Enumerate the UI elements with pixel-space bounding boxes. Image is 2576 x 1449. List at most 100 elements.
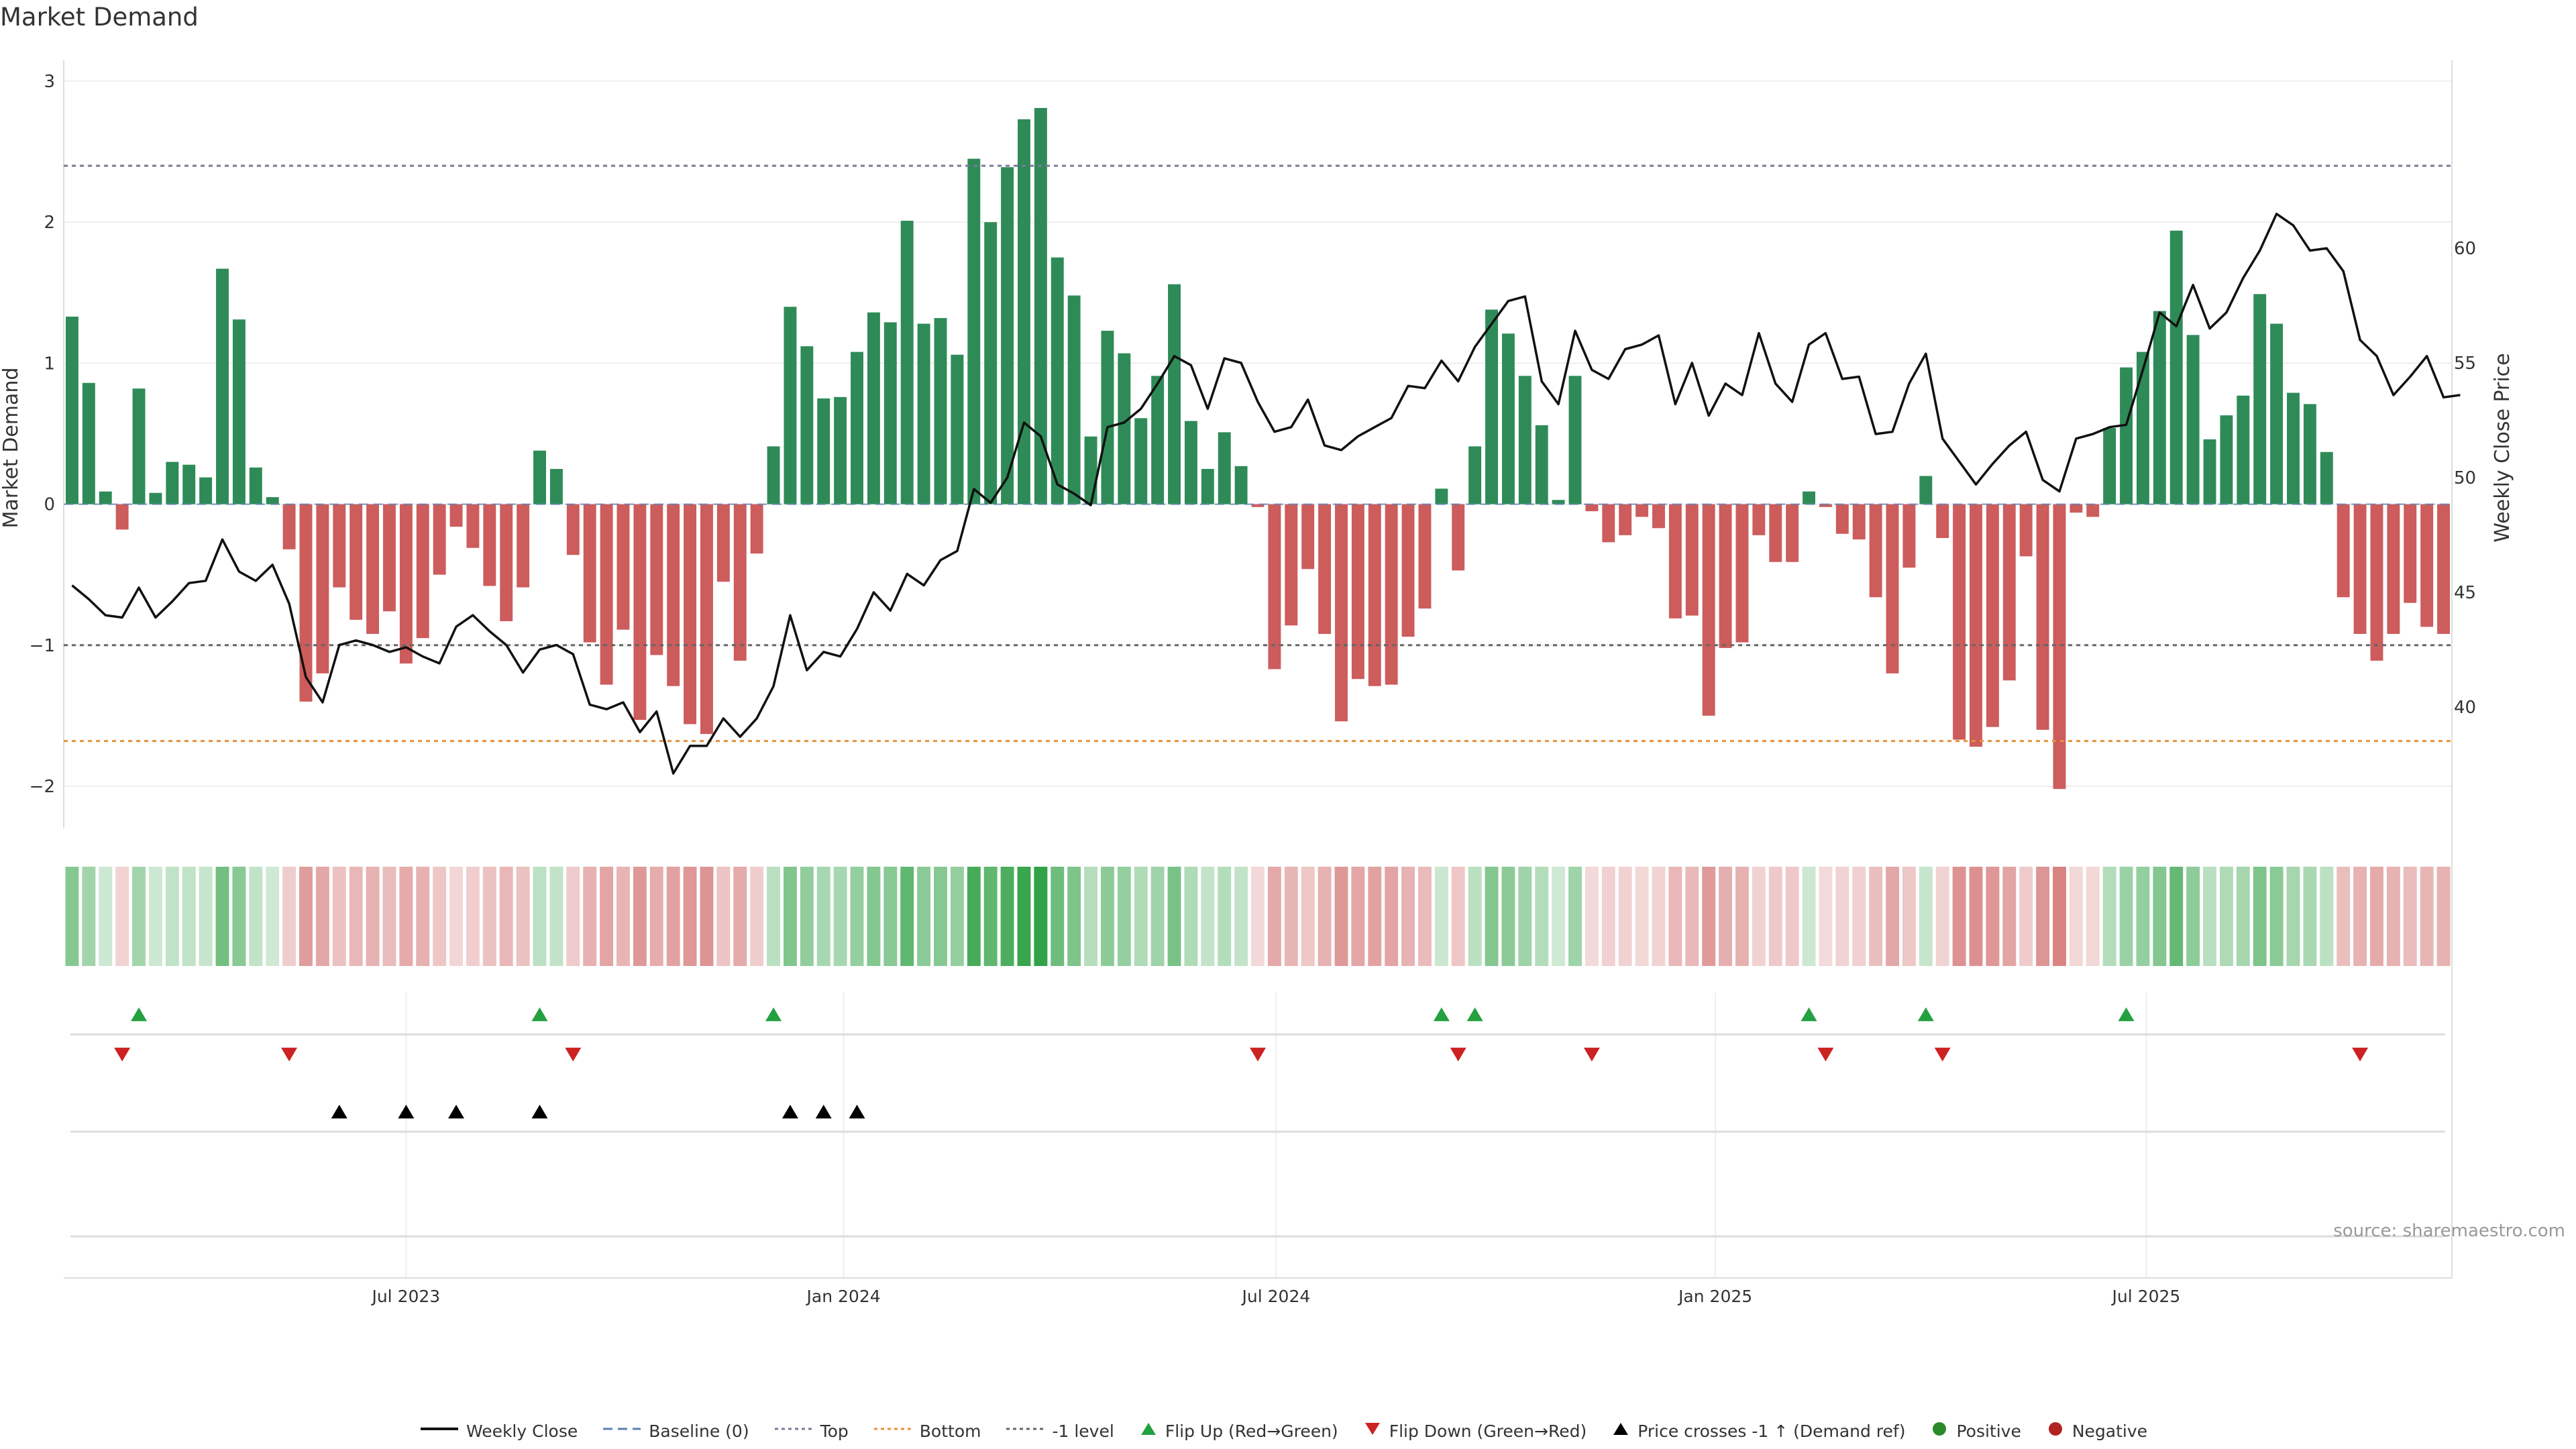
heat-cell: [1869, 867, 1883, 966]
demand-bar: [600, 504, 613, 685]
demand-bar: [1953, 504, 1966, 740]
heat-cell: [215, 867, 229, 966]
demand-bar: [1151, 376, 1165, 504]
legend-label: Baseline (0): [649, 1421, 749, 1441]
demand-bar: [2019, 504, 2033, 557]
heat-cell: [165, 867, 179, 966]
demand-bar: [182, 464, 196, 504]
demand-bar: [2303, 404, 2316, 504]
demand-bar: [382, 504, 396, 612]
heat-cell: [366, 867, 380, 966]
heat-cell: [1117, 867, 1131, 966]
legend-item-flip-down: Flip Down (Green→Red): [1362, 1421, 1587, 1441]
flip-down-marker: [1817, 1047, 1834, 1062]
heat-cell: [2053, 867, 2066, 966]
demand-bar: [549, 469, 563, 504]
heat-cell: [549, 867, 564, 966]
heat-cell: [950, 867, 964, 966]
heat-cell: [1401, 867, 1415, 966]
heat-cell: [1919, 867, 1933, 966]
legend-item-baseline: Baseline (0): [602, 1421, 749, 1441]
demand-bar: [1786, 504, 1799, 562]
source-credit: source: sharemaestro.com: [2333, 1221, 2565, 1241]
demand-bar: [1970, 504, 1982, 747]
heat-cell: [1719, 867, 1733, 966]
demand-bar: [616, 504, 630, 630]
heat-cell: [299, 867, 313, 966]
demand-bar: [2120, 367, 2133, 504]
demand-bar: [1652, 504, 1665, 529]
heat-cell: [850, 867, 864, 966]
x-tick-label: Jul 2023: [370, 1287, 440, 1306]
heat-cell: [2002, 867, 2017, 966]
heat-cell: [1251, 867, 1265, 966]
heat-cell: [1601, 867, 1615, 966]
demand-bar: [1351, 504, 1364, 680]
heat-cell: [499, 867, 513, 966]
y-tick-label: 0: [44, 495, 55, 515]
flip-up-marker: [131, 1007, 148, 1022]
demand-bar: [316, 504, 329, 674]
heat-cell: [900, 867, 914, 966]
demand-bar: [433, 504, 446, 575]
demand-bar: [1869, 504, 1882, 598]
demand-bar: [1234, 466, 1248, 504]
heat-cell: [1184, 867, 1198, 966]
heat-cell: [449, 867, 463, 966]
demand-bar: [1318, 504, 1332, 634]
demand-bar: [1251, 504, 1265, 507]
heat-cell: [2436, 867, 2451, 966]
flip-down-marker: [1583, 1047, 1600, 1062]
demand-bar: [1602, 504, 1615, 543]
heat-cell: [1351, 867, 1365, 966]
heat-cell: [1485, 867, 1499, 966]
demand-bar: [466, 504, 480, 548]
y2-tick-label: 50: [2454, 468, 2476, 488]
heat-cell: [315, 867, 329, 966]
demand-bar: [650, 504, 663, 655]
heat-cell: [1969, 867, 1983, 966]
heat-cell: [1451, 867, 1465, 966]
heat-cell: [2320, 867, 2334, 966]
legend-symbol-bottom: [873, 1421, 913, 1441]
heat-cell: [2136, 867, 2150, 966]
demand-bar: [399, 504, 413, 664]
demand-bar: [700, 504, 713, 735]
heat-cell: [1785, 867, 1799, 966]
demand-bar: [149, 492, 162, 504]
demand-bar: [449, 504, 463, 527]
heat-cell: [2337, 867, 2351, 966]
heat-cell: [2420, 867, 2434, 966]
demand-bar: [249, 467, 262, 504]
heat-cell: [266, 867, 280, 966]
heat-cell: [633, 867, 647, 966]
heat-cell: [1952, 867, 1966, 966]
y2-tick-label: 60: [2454, 239, 2476, 259]
heat-cell: [1100, 867, 1114, 966]
demand-bar: [667, 504, 680, 686]
demand-bar: [1685, 504, 1699, 616]
demand-bar: [1335, 504, 1348, 722]
demand-bar: [2370, 504, 2383, 661]
legend-symbol-flip-up: [1138, 1421, 1159, 1441]
heat-cell: [1150, 867, 1165, 966]
demand-bar: [1301, 504, 1315, 570]
heat-cell: [2019, 867, 2033, 966]
heat-cell: [1017, 867, 1031, 966]
heat-cell: [716, 867, 731, 966]
flip-down-marker: [565, 1047, 582, 1062]
y-tick-label: 3: [44, 72, 55, 92]
heat-cell: [1752, 867, 1766, 966]
heat-cell: [2102, 867, 2116, 966]
heat-cell: [750, 867, 764, 966]
heat-cell: [1034, 867, 1048, 966]
heat-cell: [2403, 867, 2417, 966]
heat-cell: [1318, 867, 1332, 966]
x-tick-label: Jul 2024: [1241, 1287, 1311, 1306]
heat-cell: [1585, 867, 1599, 966]
heat-cell: [1986, 867, 2000, 966]
legend-label: Top: [820, 1421, 849, 1441]
demand-bar: [2002, 504, 2016, 681]
demand-bar: [984, 222, 998, 504]
